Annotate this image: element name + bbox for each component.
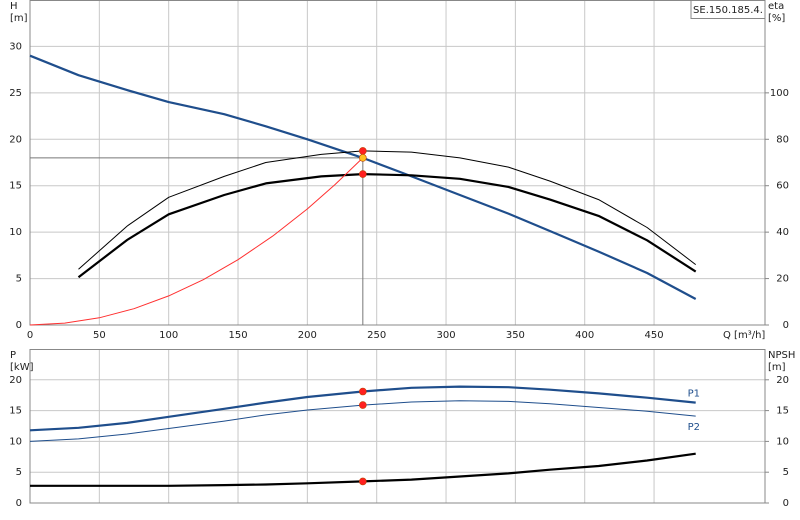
y-tick-label: 20	[9, 134, 22, 145]
y2-tick-label: 0	[783, 498, 789, 509]
x-axis-label: Q [m³/h]	[723, 330, 765, 341]
y2-tick-label: 80	[776, 134, 789, 145]
y-axis-unit: [kW]	[10, 362, 34, 373]
x-tick-label: 250	[367, 330, 386, 341]
y-tick-label: 5	[16, 467, 22, 478]
x-tick-label: 300	[436, 330, 455, 341]
y-tick-label: 0	[16, 498, 22, 509]
series-line	[77, 173, 697, 279]
y-tick-label: 30	[9, 41, 22, 52]
x-tick-label: 0	[27, 330, 33, 341]
tag-box	[690, 0, 766, 19]
x-tick-label: 50	[93, 330, 106, 341]
y-tick-label: 5	[16, 274, 22, 285]
y2-tick-label: 40	[776, 227, 789, 238]
operating-point	[359, 147, 367, 155]
y2-tick-label: 100	[770, 88, 789, 99]
y-tick-label: 10	[9, 436, 22, 447]
series-label: P2	[688, 422, 700, 433]
y2-axis-label: eta	[768, 1, 784, 12]
y-tick-label: 15	[9, 181, 22, 192]
y2-tick-label: 15	[776, 406, 789, 417]
operating-point	[359, 154, 367, 162]
y2-tick-label: 20	[776, 274, 789, 285]
y-tick-label: 15	[9, 406, 22, 417]
operating-point	[359, 170, 367, 178]
y-tick-label: 25	[9, 88, 22, 99]
operating-point	[359, 477, 367, 486]
series-line	[78, 150, 697, 270]
y-tick-label: 20	[9, 375, 22, 386]
x-tick-label: 400	[575, 330, 594, 341]
operating-point	[359, 387, 367, 396]
y2-axis-unit: [m]	[768, 362, 786, 373]
series-label: P1	[688, 389, 700, 400]
y-tick-label: 10	[9, 227, 22, 238]
plot-frame	[29, 0, 766, 326]
y2-tick-label: 60	[776, 181, 789, 192]
y2-tick-label: 20	[776, 375, 789, 386]
x-tick-label: 100	[159, 330, 178, 341]
y-axis-label: H	[10, 1, 18, 12]
plot-frame	[29, 349, 766, 504]
x-tick-label: 200	[298, 330, 317, 341]
y2-tick-label: 10	[776, 436, 789, 447]
y-axis-unit: [m]	[10, 13, 28, 24]
x-tick-label: 450	[645, 330, 664, 341]
y-axis-label: P	[10, 350, 16, 361]
x-tick-label: 350	[506, 330, 525, 341]
y2-axis-unit: [%]	[768, 13, 785, 24]
y-tick-label: 0	[16, 320, 22, 331]
y2-tick-label: 0	[783, 320, 789, 331]
y2-axis-label: NPSH	[768, 350, 795, 361]
x-tick-label: 150	[228, 330, 247, 341]
series-line	[29, 157, 364, 326]
tag-label: SE.150.185.4.	[693, 5, 763, 16]
operating-point	[359, 401, 367, 409]
y2-tick-label: 5	[783, 467, 789, 478]
